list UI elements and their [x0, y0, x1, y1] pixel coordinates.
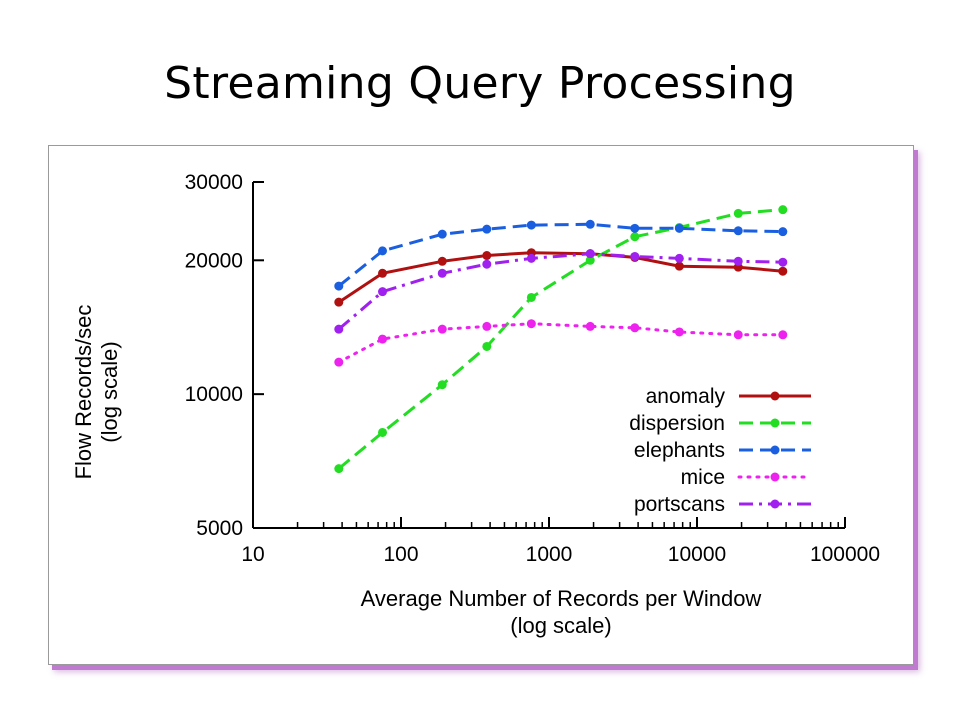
legend-marker-anomaly [770, 391, 780, 401]
data-point-elephants [585, 219, 595, 229]
data-point-portscans [378, 287, 388, 297]
data-point-elephants [733, 226, 743, 236]
data-point-dispersion [630, 232, 640, 242]
data-point-dispersion [437, 380, 447, 390]
data-point-anomaly [437, 256, 447, 266]
data-point-mice [334, 357, 344, 367]
legend-label-anomaly: anomaly [646, 385, 726, 408]
data-point-mice [378, 334, 388, 344]
legend-label-mice: mice [681, 466, 725, 489]
data-point-dispersion [585, 255, 595, 265]
series-line-elephants [337, 222, 783, 288]
y-tick-label: 20000 [185, 249, 243, 272]
data-point-portscans [630, 251, 640, 261]
x-tick-label: 1000 [526, 543, 573, 566]
data-point-elephants [482, 224, 492, 234]
data-point-portscans [526, 253, 536, 263]
data-point-portscans [778, 257, 788, 267]
y-axis-label-note: (log scale) [97, 341, 122, 442]
data-point-dispersion [526, 292, 536, 302]
y-tick-label: 30000 [185, 171, 243, 194]
x-tick-label: 10000 [668, 543, 726, 566]
line-chart: 10 100 1000 10000 1000005000100002000030000 … [71, 171, 880, 638]
series-elephants [334, 219, 788, 291]
y-tick-label: 10000 [185, 383, 243, 406]
slide-title: Streaming Query Processing [164, 58, 796, 109]
legend-label-elephants: elephants [634, 439, 725, 462]
data-point-dispersion [733, 208, 743, 218]
data-point-anomaly [674, 261, 684, 271]
data-point-elephants [378, 246, 388, 256]
legend-marker-mice [770, 472, 780, 482]
data-point-anomaly [334, 297, 344, 307]
series-line-dispersion [337, 208, 783, 470]
data-point-anomaly [778, 266, 788, 276]
legend-label-dispersion: dispersion [629, 412, 725, 435]
data-point-portscans [334, 324, 344, 334]
data-point-elephants [778, 227, 788, 237]
x-tick-label: 100 [383, 543, 418, 566]
legend-marker-elephants [770, 445, 780, 455]
data-point-portscans [437, 268, 447, 278]
data-point-elephants [437, 229, 447, 239]
x-tick-label: 100000 [810, 543, 880, 566]
chart-figure: 10 100 1000 10000 100000 5000 10000 20000 30000 … [48, 145, 914, 665]
data-point-elephants [674, 223, 684, 233]
x-axis-label-note: (log scale) [510, 613, 611, 638]
legend-marker-dispersion [770, 418, 780, 428]
data-point-portscans [733, 256, 743, 266]
data-point-mice [437, 324, 447, 334]
data-point-mice [630, 323, 640, 333]
series-portscans [334, 249, 788, 334]
data-point-portscans [482, 259, 492, 269]
data-point-dispersion [378, 427, 388, 437]
series-line-mice [337, 322, 785, 364]
legend-label-portscans: portscans [634, 493, 725, 516]
data-point-elephants [630, 223, 640, 233]
series-mice [334, 319, 788, 367]
series-line-portscans [337, 252, 783, 331]
data-point-dispersion [334, 464, 344, 474]
data-point-elephants [334, 281, 344, 291]
data-point-mice [733, 330, 743, 340]
y-axis-label: Flow Records/sec [71, 305, 96, 480]
data-point-mice [778, 330, 788, 340]
data-point-mice [674, 327, 684, 337]
data-point-elephants [526, 220, 536, 230]
data-point-mice [526, 319, 536, 329]
series-anomaly [334, 248, 788, 307]
data-point-dispersion [778, 205, 788, 215]
x-axis-label: Average Number of Records per Window [361, 586, 762, 611]
y-tick-label: 5000 [196, 517, 243, 540]
data-point-portscans [585, 249, 595, 259]
data-point-portscans [674, 253, 684, 263]
x-tick-label: 10 [241, 543, 264, 566]
data-point-dispersion [482, 341, 492, 351]
data-point-anomaly [482, 251, 492, 261]
series-line-anomaly [337, 251, 783, 304]
data-point-mice [585, 321, 595, 331]
legend-marker-portscans [770, 499, 780, 509]
data-point-mice [482, 321, 492, 331]
data-point-anomaly [378, 268, 388, 278]
